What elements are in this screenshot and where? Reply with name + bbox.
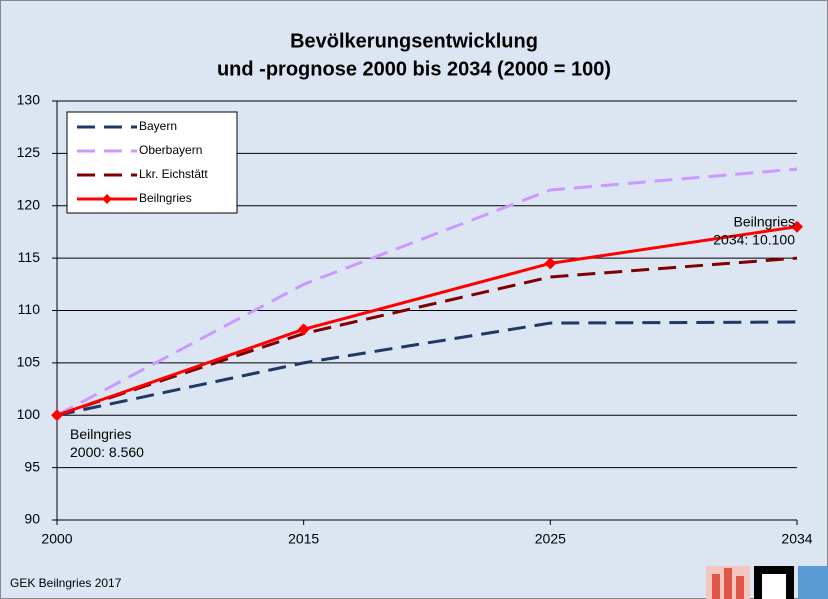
y-tick-label: 125 bbox=[17, 144, 41, 160]
chart-title: und -prognose 2000 bis 2034 (2000 = 100) bbox=[217, 58, 611, 80]
line-marker bbox=[791, 220, 803, 233]
line-marker bbox=[297, 323, 310, 336]
annotation: Beilngries bbox=[70, 426, 131, 442]
line-series bbox=[56, 256, 798, 417]
x-tick-label: 2025 bbox=[535, 531, 566, 547]
legend-marker bbox=[132, 173, 136, 177]
legend-marker bbox=[132, 125, 136, 129]
chart-title: Bevölkerungsentwicklung bbox=[290, 30, 538, 52]
y-tick-label: 110 bbox=[18, 301, 41, 317]
y-tick-label: 100 bbox=[17, 406, 41, 422]
logo bbox=[706, 566, 828, 599]
legend-label: Bayern bbox=[139, 119, 177, 133]
legend-label: Beilngries bbox=[139, 191, 192, 205]
y-tick-label: 115 bbox=[18, 249, 41, 265]
line-series bbox=[56, 320, 798, 417]
y-tick-label: 95 bbox=[24, 458, 40, 474]
line-series bbox=[56, 167, 798, 417]
line-marker bbox=[544, 257, 557, 270]
x-tick-label: 2000 bbox=[41, 531, 72, 547]
y-tick-label: 130 bbox=[17, 92, 41, 108]
legend-label: Lkr. Eichstätt bbox=[139, 167, 208, 181]
x-tick-label: 2034 bbox=[781, 531, 812, 547]
line-marker bbox=[51, 409, 63, 422]
annotation: 2000: 8.560 bbox=[70, 444, 144, 460]
legend-marker bbox=[132, 149, 136, 153]
legend-marker bbox=[102, 194, 112, 204]
x-tick-label: 2015 bbox=[288, 531, 319, 547]
annotation: Beilngries bbox=[734, 213, 795, 229]
source: GEK Beilngries 2017 bbox=[10, 576, 122, 590]
annotation: 2034: 10.100 bbox=[713, 231, 795, 247]
y-tick-label: 105 bbox=[17, 354, 41, 370]
y-tick-label: 120 bbox=[17, 196, 41, 212]
y-tick-label: 90 bbox=[24, 511, 40, 527]
legend-label: Oberbayern bbox=[139, 143, 202, 157]
legend-box bbox=[66, 111, 238, 214]
line-series bbox=[56, 225, 798, 417]
